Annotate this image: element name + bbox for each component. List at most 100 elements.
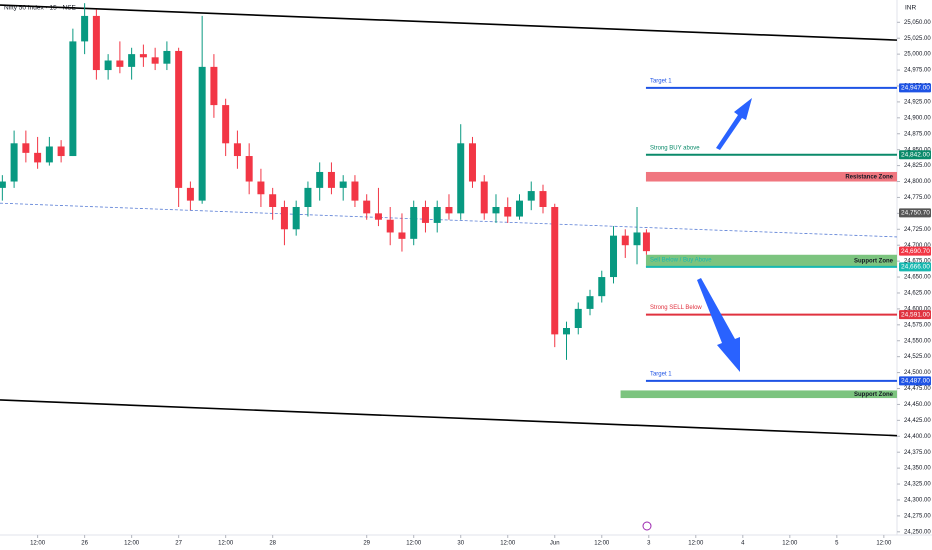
level-label: Strong BUY above <box>650 145 700 151</box>
y-tick-label: 24,900.00 <box>904 115 931 121</box>
x-tick-label: 3 <box>647 541 651 547</box>
y-tick-label: 24,850.00 <box>904 147 931 153</box>
candle-body <box>468 143 476 182</box>
candle-body <box>480 181 488 214</box>
price-tag <box>899 376 931 386</box>
x-tick-label: 4 <box>741 541 745 547</box>
y-tick-label: 25,000.00 <box>904 52 931 58</box>
candle-body <box>386 219 394 233</box>
y-tick-label: 24,375.00 <box>904 450 931 456</box>
candle-body <box>327 171 335 188</box>
candle-body <box>316 171 324 188</box>
x-tick-label: 27 <box>175 541 182 547</box>
trendline <box>0 399 898 437</box>
event-icon[interactable] <box>642 521 652 531</box>
candle-body <box>22 143 30 153</box>
zone-label: Resistance Zone <box>845 174 893 180</box>
candle-body <box>433 206 441 223</box>
down-arrow <box>697 278 740 372</box>
candle-body <box>421 206 429 223</box>
candle-body <box>245 156 253 182</box>
x-tick-label: 12:00 <box>500 541 516 547</box>
candle-body <box>351 181 359 201</box>
y-tick-label: 24,925.00 <box>904 99 931 105</box>
candle-body <box>633 232 641 246</box>
candle-body <box>257 181 265 195</box>
candle-body <box>642 232 650 252</box>
candle-body <box>210 66 218 106</box>
candle-body <box>186 187 194 201</box>
y-tick-label: 25,050.00 <box>904 20 931 26</box>
candle-body <box>339 181 347 188</box>
candle-body <box>445 206 453 214</box>
y-tick-label: 24,775.00 <box>904 195 931 201</box>
zone-label: Support Zone <box>854 258 894 264</box>
candle-body <box>69 41 77 157</box>
price-tag <box>899 208 931 218</box>
x-tick-label: 12:00 <box>594 541 610 547</box>
candle-body <box>304 187 312 207</box>
candle-body <box>81 15 89 42</box>
price-tag-label: 24,591.00 <box>901 311 930 318</box>
candle-body <box>621 235 629 246</box>
x-tick-label: 12:00 <box>218 541 234 547</box>
candle-body <box>34 152 42 163</box>
level-label: Target 1 <box>650 78 672 84</box>
x-tick-label: 26 <box>81 541 88 547</box>
candle-body <box>515 200 523 217</box>
candle-body <box>586 296 594 309</box>
x-tick-label: 12:00 <box>406 541 422 547</box>
y-tick-label: 24,800.00 <box>904 179 931 185</box>
chart-title: Nifty 50 Index · 15 · NSE <box>4 5 77 12</box>
candle-body <box>222 105 230 144</box>
y-tick-label: 25,025.00 <box>904 36 931 42</box>
x-tick-label: 12:00 <box>124 541 140 547</box>
x-tick-label: 28 <box>269 541 276 547</box>
x-tick-label: 5 <box>835 541 839 547</box>
y-tick-label: 24,825.00 <box>904 163 931 169</box>
candle-body <box>269 194 277 207</box>
zone <box>645 254 897 267</box>
candle-body <box>504 206 512 217</box>
candle-body <box>563 328 571 335</box>
candle-body <box>92 15 100 71</box>
y-tick-label: 24,550.00 <box>904 338 931 344</box>
candle-body <box>233 143 241 157</box>
price-tag <box>899 246 931 256</box>
y-tick-label: 24,450.00 <box>904 402 931 408</box>
x-tick-label: 12:00 <box>30 541 46 547</box>
y-tick-label: 24,650.00 <box>904 275 931 281</box>
candle-body <box>280 206 288 230</box>
price-tag <box>899 150 931 160</box>
price-tag-label: 24,750.70 <box>901 210 930 217</box>
candle-body <box>57 146 65 157</box>
y-tick-label: 24,625.00 <box>904 291 931 297</box>
y-tick-label: 24,575.00 <box>904 322 931 328</box>
y-tick-label: 24,525.00 <box>904 354 931 360</box>
candle-body <box>457 143 465 214</box>
price-tag-label: 24,947.00 <box>901 85 930 92</box>
candle-body <box>163 50 171 64</box>
y-tick-label: 24,425.00 <box>904 418 931 424</box>
y-tick-label: 24,700.00 <box>904 243 931 249</box>
y-tick-label: 24,250.00 <box>904 529 931 535</box>
zone <box>645 171 897 182</box>
price-tag <box>899 262 931 272</box>
y-tick-label: 24,400.00 <box>904 434 931 440</box>
candle-body <box>45 146 53 163</box>
x-tick-label: 30 <box>457 541 464 547</box>
candle-body <box>104 60 112 71</box>
candle-body <box>527 191 535 201</box>
x-tick-label: 12:00 <box>688 541 704 547</box>
y-tick-label: 24,725.00 <box>904 227 931 233</box>
candle-body <box>551 206 559 335</box>
y-tick-label: 24,975.00 <box>904 68 931 74</box>
candle-body <box>374 213 382 220</box>
up-arrow <box>716 98 752 150</box>
y-tick-label: 24,300.00 <box>904 498 931 504</box>
y-tick-label: 24,350.00 <box>904 466 931 472</box>
y-tick-label: 24,600.00 <box>904 306 931 312</box>
candle-body <box>292 206 300 230</box>
